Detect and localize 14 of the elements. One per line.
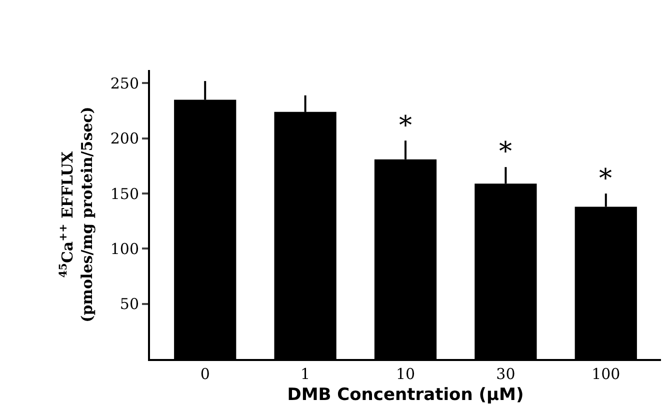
y-tick-label: 100	[110, 240, 139, 258]
annotation: *	[499, 137, 512, 167]
x-tick-label: 100	[592, 365, 620, 383]
x-tick-label: 10	[396, 365, 416, 383]
y-tick-label: 200	[110, 130, 139, 148]
x-axis-title: DMB Concentration (µM)	[287, 384, 524, 405]
y-tick-label: 50	[120, 295, 139, 314]
x-tick-label: 1	[300, 365, 310, 383]
x-tick-label: 30	[496, 365, 516, 383]
y-tick-label: 250	[110, 74, 139, 92]
annotation: *	[599, 164, 612, 194]
y-tick-label: 150	[110, 184, 139, 203]
x-tick-label: 0	[200, 365, 210, 383]
annotation: *	[399, 111, 412, 141]
